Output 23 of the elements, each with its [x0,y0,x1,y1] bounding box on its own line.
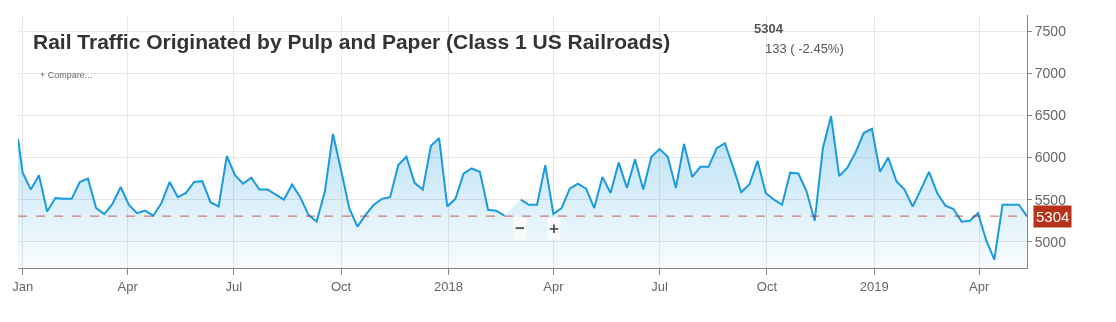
annotation: 133 ( -2.45%) [765,41,844,56]
x-tick-label: Oct [330,278,352,294]
annotation: 5304 [754,21,784,36]
y-tick-label: 5500 [1034,191,1067,208]
annotation: + [549,219,559,238]
x-tick-label: Jan [12,278,34,294]
x-tick-label: 2019 [859,278,889,294]
y-tick-label: 7500 [1034,22,1067,39]
x-tick-label: Jul [225,278,243,294]
y-tick-label: 6500 [1034,107,1067,124]
x-tick-label: Oct [756,278,778,294]
x-tick-label: Jul [651,278,668,294]
x-tick-label: 2018 [433,278,463,294]
y-tick-label: 6000 [1034,149,1067,166]
x-tick-label: Apr [117,278,139,294]
text: Rail Traffic Originated by Pulp and Paper (Class 1 US Railroads) [33,30,671,54]
y-tick-label: 5000 [1034,233,1067,250]
x-tick-label: Apr [969,278,990,294]
annotation: + Compare... [40,70,93,80]
y-tick-label: 7000 [1034,65,1067,82]
annotation: − [515,219,525,238]
ref-line-label: 5304 [1036,208,1070,225]
x-tick-label: Apr [543,278,565,294]
